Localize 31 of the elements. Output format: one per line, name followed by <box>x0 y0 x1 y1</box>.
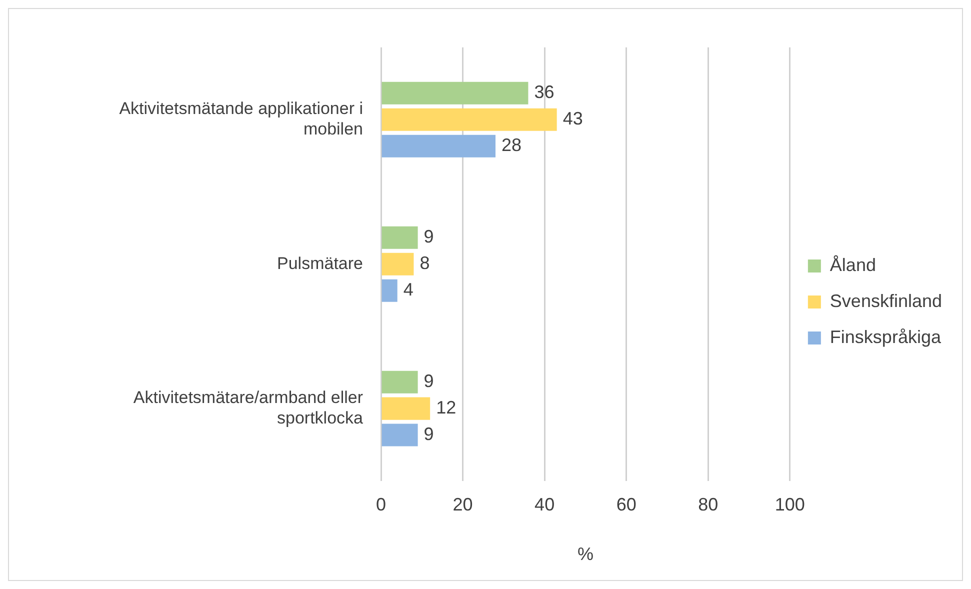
bar <box>382 370 418 394</box>
x-tick-label: 40 <box>534 494 555 515</box>
data-label: 9 <box>424 424 434 444</box>
data-label: 28 <box>502 135 522 156</box>
legend-label: Finskspråkiga <box>830 326 942 347</box>
legend-label: Svenskfinland <box>830 290 942 311</box>
bar <box>382 226 418 249</box>
x-tick-label: 20 <box>452 494 473 515</box>
bar <box>382 108 557 131</box>
bar <box>382 397 430 420</box>
y-tick-label: Aktivitetsmätare/armband eller sportklocka <box>133 388 364 428</box>
bar <box>382 424 418 446</box>
data-label: 9 <box>424 371 434 392</box>
x-tick-label: 0 <box>376 494 386 515</box>
legend-label: Åland <box>830 254 876 275</box>
data-label: 8 <box>420 253 430 274</box>
data-label: 36 <box>534 82 554 102</box>
data-label: 9 <box>424 226 434 247</box>
y-tick-label: Pulsmätare <box>277 254 363 273</box>
bar <box>382 279 398 302</box>
y-tick-label: Aktivitetsmätande applikationer i mobilen <box>119 99 363 139</box>
data-label: 43 <box>562 108 583 129</box>
bar <box>382 252 414 276</box>
bar <box>382 134 496 158</box>
x-tick-label: 100 <box>774 494 805 515</box>
bar <box>382 82 528 104</box>
data-label: 12 <box>436 398 456 418</box>
x-tick-label: 80 <box>698 494 718 515</box>
x-tick-label: 60 <box>616 494 636 515</box>
x-axis-title: % <box>577 544 594 564</box>
data-label: 4 <box>403 280 414 300</box>
